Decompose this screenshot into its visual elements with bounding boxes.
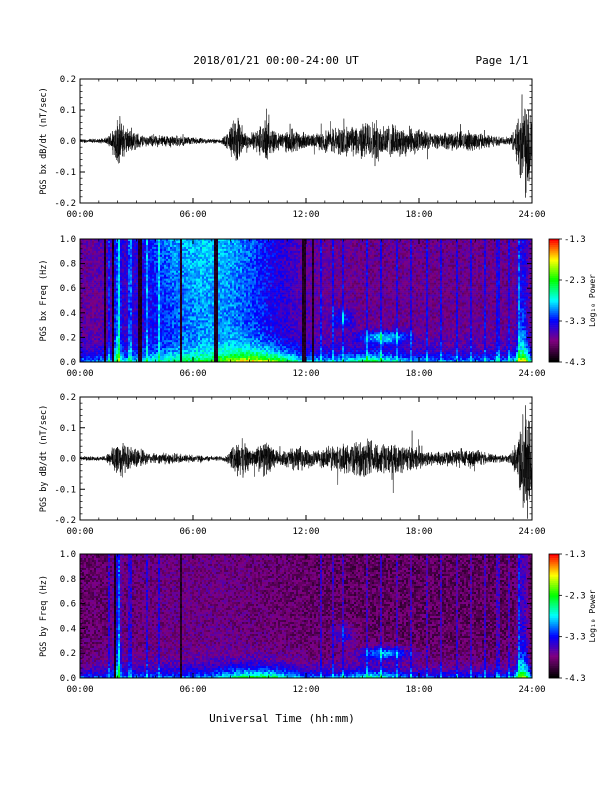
x-tick-label: 24:00 xyxy=(518,210,545,220)
y-tick-label: 0.0 xyxy=(60,455,76,465)
x-tick-label: 24:00 xyxy=(518,685,545,695)
y-tick-label: 0.6 xyxy=(60,600,76,610)
x-tick-label: 12:00 xyxy=(292,527,319,537)
y-tick-label: -0.1 xyxy=(54,168,76,178)
colorbar-title: Log₁₀ Power xyxy=(588,274,597,327)
y-tick-label: 0.2 xyxy=(60,649,76,659)
x-tick-label: 06:00 xyxy=(179,369,206,379)
x-tick-label: 18:00 xyxy=(405,210,432,220)
x-tick-label: 06:00 xyxy=(179,685,206,695)
y-tick-label: 0.0 xyxy=(60,674,76,684)
colorbar-title: Log₁₀ Power xyxy=(588,589,597,642)
x-tick-label: 18:00 xyxy=(405,527,432,537)
page-title: 2018/01/21 00:00-24:00 UT xyxy=(193,54,359,67)
colorbar-tick-label: -1.3 xyxy=(564,550,586,560)
bx-spectrogram-panel: 00:00 06:00 12:00 18:00 24:00 1.0 0.8 0.6 0.4 0.2… xyxy=(39,235,546,379)
y-tick-label: 0.1 xyxy=(60,106,76,116)
x-tick-label: 12:00 xyxy=(292,685,319,695)
x-tick-label: 24:00 xyxy=(518,369,545,379)
y-tick-label: 0.6 xyxy=(60,284,76,294)
y-axis-label: PGS bx Freq (Hz) xyxy=(39,260,49,342)
y-tick-label: 0.8 xyxy=(60,260,76,270)
by-dbdt-panel: 00:00 06:00 12:00 18:00 24:00 0.2 0.1 0.0 -0.1 -0… xyxy=(39,393,546,537)
dbdt-trace xyxy=(80,405,532,518)
x-tick-label: 12:00 xyxy=(292,369,319,379)
spectrogram-image xyxy=(80,239,532,362)
x-tick-label: 00:00 xyxy=(66,369,93,379)
y-tick-label: 0.0 xyxy=(60,358,76,368)
x-tick-label: 06:00 xyxy=(179,210,206,220)
colorbar-tick-label: -4.3 xyxy=(564,674,586,684)
x-axis-label: Universal Time (hh:mm) xyxy=(209,712,355,725)
y-axis-label: PGS bx dB/dt (nT/sec) xyxy=(39,87,49,194)
x-tick-label: 00:00 xyxy=(66,527,93,537)
x-tick-label: 24:00 xyxy=(518,527,545,537)
y-tick-label: 1.0 xyxy=(60,235,76,245)
y-tick-label: 0.4 xyxy=(60,624,76,634)
colorbar-tick-label: -4.3 xyxy=(564,358,586,368)
x-tick-label: 18:00 xyxy=(405,685,432,695)
colorbar-tick-label: -3.3 xyxy=(564,633,586,643)
y-tick-label: 0.1 xyxy=(60,424,76,434)
y-tick-label: 0.2 xyxy=(60,75,76,85)
page-number: Page 1/1 xyxy=(476,54,529,67)
by-colorbar: -1.3 -2.3 -3.3 -4.3 Log₁₀ Power xyxy=(549,550,597,684)
colorbar-tick-label: -2.3 xyxy=(564,591,586,601)
x-tick-label: 12:00 xyxy=(292,210,319,220)
x-tick-label: 00:00 xyxy=(66,685,93,695)
colorbar-tick-label: -1.3 xyxy=(564,235,586,245)
y-tick-label: 0.4 xyxy=(60,309,76,319)
colorbar-tick-label: -2.3 xyxy=(564,276,586,286)
by-spectrogram-panel: 00:00 06:00 12:00 18:00 24:00 1.0 0.8 0.6 0.4 0.2… xyxy=(39,550,546,695)
bx-dbdt-panel: 00:00 06:00 12:00 18:00 24:00 0.2 0.1 0.0 -0.1 -0… xyxy=(39,75,546,220)
y-tick-label: 0.0 xyxy=(60,137,76,147)
y-tick-label: -0.1 xyxy=(54,485,76,495)
bx-colorbar: -1.3 -2.3 -3.3 -4.3 Log₁₀ Power xyxy=(549,235,597,368)
y-axis-label: PGS by Freq (Hz) xyxy=(39,575,49,657)
y-tick-label: 0.2 xyxy=(60,393,76,403)
y-tick-label: 0.2 xyxy=(60,333,76,343)
colorbar-tick-label: -3.3 xyxy=(564,317,586,327)
y-tick-label: -0.2 xyxy=(54,199,76,209)
spectrogram-image xyxy=(80,554,532,678)
x-tick-label: 06:00 xyxy=(179,527,206,537)
y-tick-label: 0.8 xyxy=(60,575,76,585)
dbdt-trace xyxy=(80,94,532,197)
x-tick-label: 18:00 xyxy=(405,369,432,379)
y-axis-label: PGS by dB/dt (nT/sec) xyxy=(39,405,49,512)
y-tick-label: 1.0 xyxy=(60,550,76,560)
y-tick-label: -0.2 xyxy=(54,516,76,526)
x-tick-label: 00:00 xyxy=(66,210,93,220)
